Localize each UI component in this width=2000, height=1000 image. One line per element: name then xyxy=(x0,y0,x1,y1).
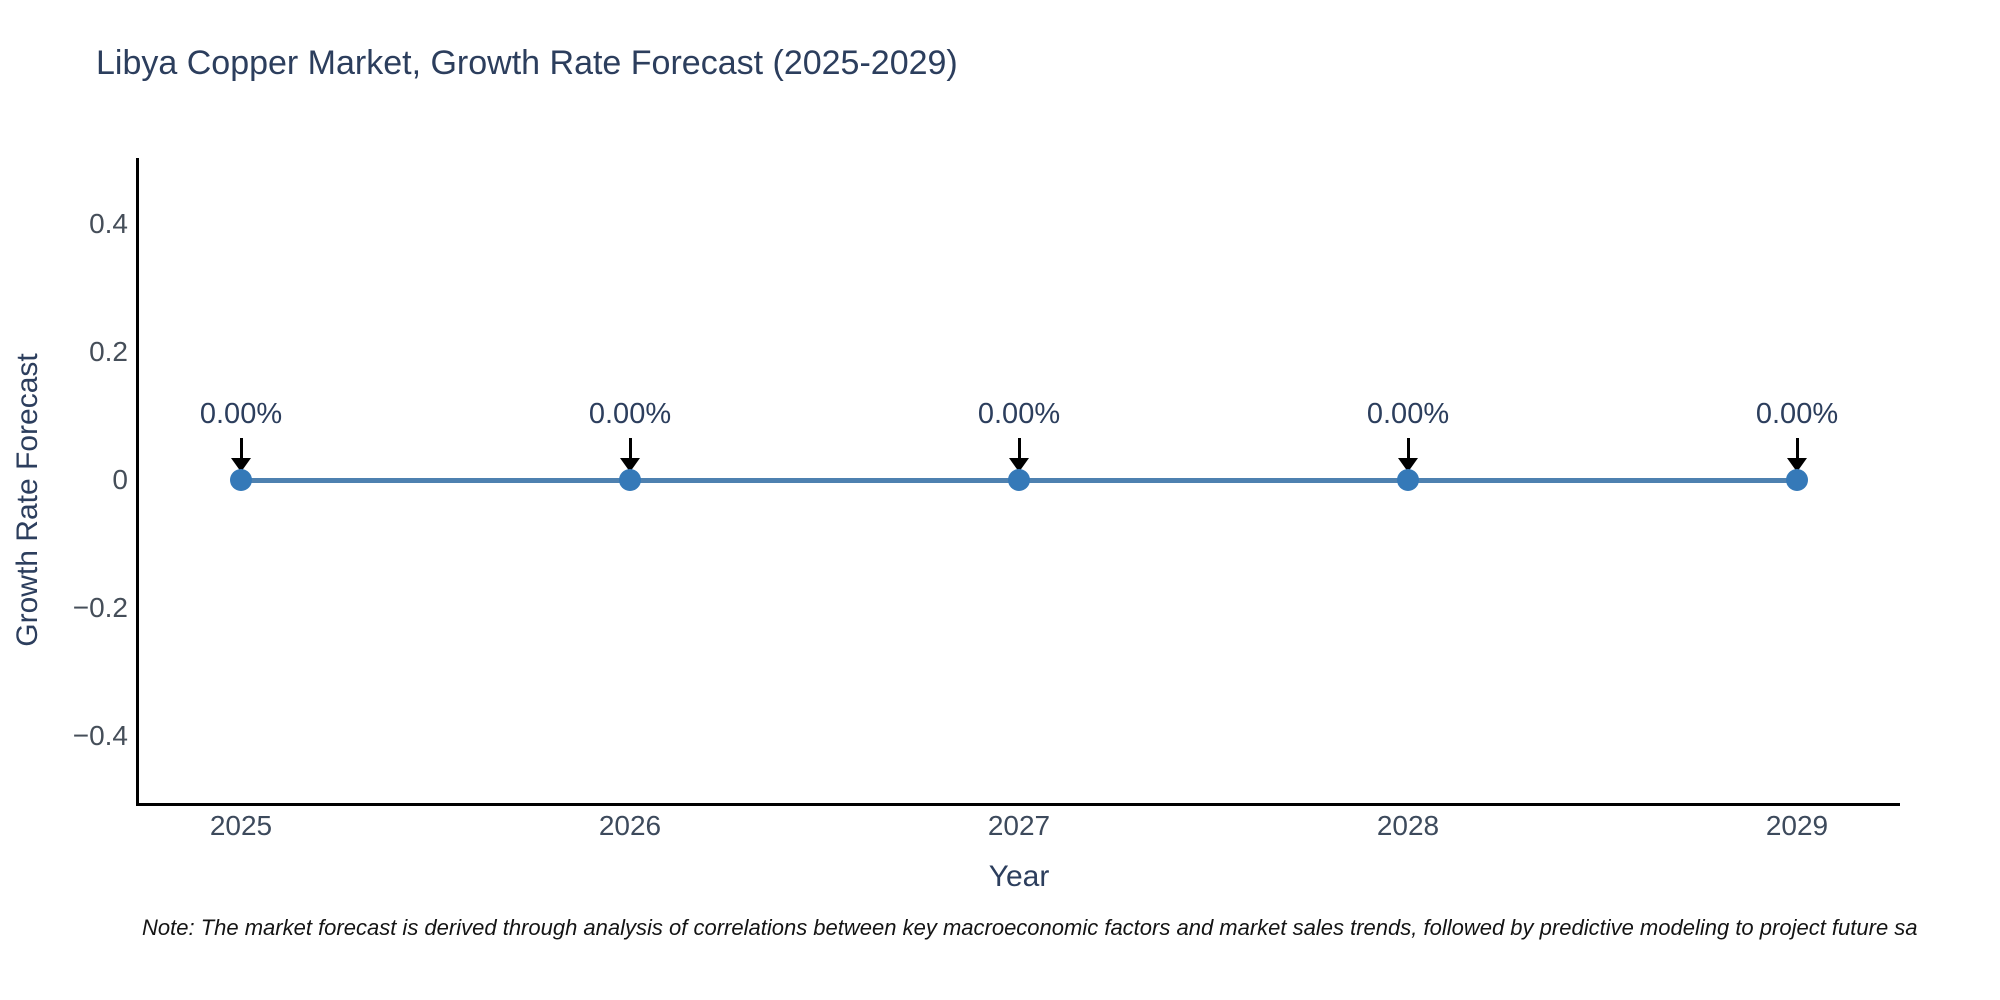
x-axis-title: Year xyxy=(988,860,1050,893)
y-tick-label: −0.2 xyxy=(72,592,128,623)
x-tick-label: 2027 xyxy=(987,810,1051,841)
x-axis-line xyxy=(136,803,1900,806)
data-point-label: 0.00% xyxy=(588,398,672,430)
y-axis-title: Growth Rate Forecast xyxy=(11,353,44,647)
y-axis-line xyxy=(136,158,139,806)
annotation-down-arrow-icon xyxy=(231,458,251,472)
data-point-label: 0.00% xyxy=(199,398,283,430)
annotation-arrow-shaft xyxy=(1406,438,1410,460)
x-tick-label: 2026 xyxy=(598,810,662,841)
annotation-down-arrow-icon xyxy=(1009,458,1029,472)
y-tick-label: 0 xyxy=(112,464,128,495)
annotation-down-arrow-icon xyxy=(620,458,640,472)
data-point-label: 0.00% xyxy=(977,398,1061,430)
data-point-marker xyxy=(230,469,252,491)
data-point-label: 0.00% xyxy=(1366,398,1450,430)
x-tick-label: 2025 xyxy=(209,810,273,841)
data-point-label: 0.00% xyxy=(1755,398,1839,430)
data-point-marker xyxy=(1008,469,1030,491)
x-tick-label: 2028 xyxy=(1376,810,1440,841)
footnote: Note: The market forecast is derived thr… xyxy=(142,915,1918,940)
y-tick-label: −0.4 xyxy=(72,720,128,751)
annotation-arrow-shaft xyxy=(1017,438,1021,460)
annotation-arrow-shaft xyxy=(1795,438,1799,460)
annotation-down-arrow-icon xyxy=(1398,458,1418,472)
y-tick-label: 0.2 xyxy=(89,336,128,367)
annotation-arrow-shaft xyxy=(239,438,243,460)
y-tick-label: 0.4 xyxy=(89,208,128,239)
x-tick-label: 2029 xyxy=(1765,810,1829,841)
chart-title: Libya Copper Market, Growth Rate Forecas… xyxy=(96,44,958,82)
annotation-arrow-shaft xyxy=(628,438,632,460)
data-point-marker xyxy=(1397,469,1419,491)
data-point-marker xyxy=(1786,469,1808,491)
annotation-down-arrow-icon xyxy=(1787,458,1807,472)
data-point-marker xyxy=(619,469,641,491)
